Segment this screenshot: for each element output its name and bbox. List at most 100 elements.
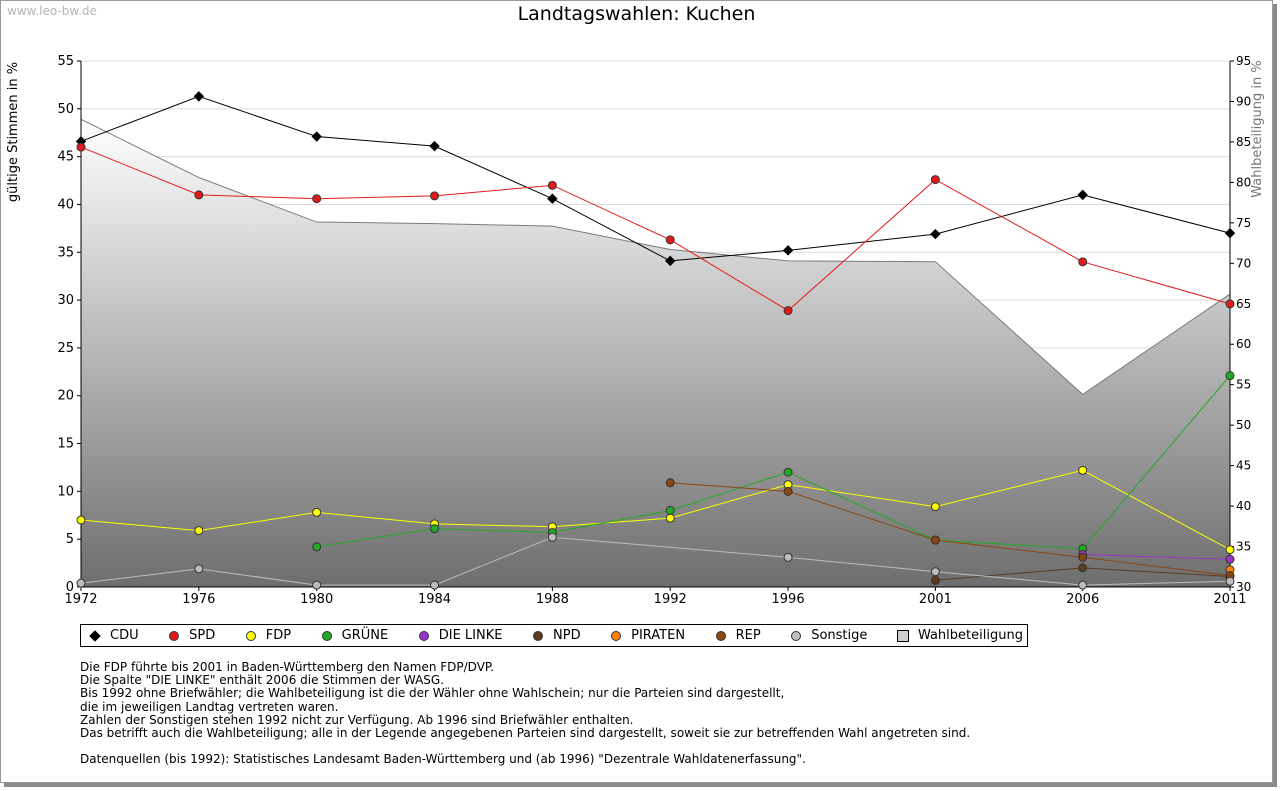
point-rep <box>783 486 793 496</box>
note-line: Die FDP führte bis 2001 in Baden-Württem… <box>80 660 495 674</box>
notes: Die FDP führte bis 2001 in Baden-Württem… <box>80 660 971 741</box>
legend-circle <box>611 630 622 641</box>
y-tick-label: 25 <box>57 341 74 356</box>
legend-marker <box>896 629 909 642</box>
point-spd <box>547 180 557 190</box>
point-sonstige <box>194 564 204 574</box>
y-tick-label: 20 <box>57 389 74 404</box>
point-sonstige <box>1078 580 1088 590</box>
legend-marker <box>715 630 726 641</box>
legend-label: Sonstige <box>811 628 868 643</box>
x-tick-label: 1980 <box>300 592 333 607</box>
point-sonstige <box>76 578 86 588</box>
x-tick-label: 2006 <box>1066 592 1099 607</box>
legend-label: PIRATEN <box>631 628 686 643</box>
point-cdu <box>429 140 440 152</box>
point-fdp <box>1078 465 1088 475</box>
note-line: Bis 1992 ohne Briefwähler; die Wahlbetei… <box>80 686 785 701</box>
y-right-tick-label: 60 <box>1236 337 1251 351</box>
legend-label: NPD <box>553 628 581 643</box>
legend-marker <box>791 630 802 641</box>
point-npd <box>930 575 940 585</box>
y-axis-right-title: Wahlbeteiligung in % <box>1250 60 1265 197</box>
y-right-tick-label: 75 <box>1236 216 1251 230</box>
legend-circle <box>418 630 429 641</box>
y-tick-label: 30 <box>57 293 74 308</box>
legend-item-wahlbeteiligung: Wahlbeteiligung <box>896 628 1023 643</box>
data-source-note: Datenquellen (bis 1992): Statistisches L… <box>80 752 806 766</box>
legend-item-die-linke: DIE LINKE <box>418 628 502 643</box>
turnout-line <box>80 118 1231 396</box>
point-fdp <box>194 526 204 536</box>
point-fdp <box>665 513 675 523</box>
point-spd <box>665 235 675 245</box>
point-fdp <box>312 507 322 517</box>
legend-item-piraten: PIRATEN <box>610 628 685 643</box>
legend-label: GRÜNE <box>341 628 389 643</box>
legend-marker <box>245 630 256 641</box>
note-line: Zahlen der Sonstigen stehen 1992 nicht z… <box>80 712 634 727</box>
point-cdu <box>665 255 676 267</box>
series-line-spd <box>80 146 1231 312</box>
y-right-tick-label: 65 <box>1236 297 1251 311</box>
series-line-cdu <box>80 95 1231 262</box>
legend-label: SPD <box>189 628 216 643</box>
legend-circle <box>791 630 802 641</box>
point-sonstige <box>783 552 793 562</box>
note-line: Die Spalte "DIE LINKE" enthält 2006 die … <box>80 673 445 688</box>
y-right-tick-label: 45 <box>1236 459 1251 473</box>
legend-marker <box>611 630 622 641</box>
point-rep <box>1078 552 1088 562</box>
legend-circle <box>245 630 256 641</box>
point-rep <box>665 478 675 488</box>
point-fdp <box>930 502 940 512</box>
turnout-area <box>81 119 1230 587</box>
y-right-tick-label: 70 <box>1236 256 1251 270</box>
y-right-tick-label: 35 <box>1236 540 1251 554</box>
point-cdu <box>1077 189 1088 201</box>
point-spd <box>76 142 86 152</box>
point-sonstige <box>547 532 557 542</box>
legend-item-rep: REP <box>715 628 761 643</box>
y-tick-label: 15 <box>57 437 74 452</box>
point-gr-ne <box>783 467 793 477</box>
point-cdu <box>547 193 558 204</box>
point-rep <box>930 535 940 545</box>
y-tick-label: 35 <box>57 245 74 260</box>
legend-label: Wahlbeteiligung <box>917 628 1023 643</box>
chart-title: Landtagswahlen: Kuchen <box>517 3 756 25</box>
y-right-tick-label: 90 <box>1236 94 1251 108</box>
point-sonstige <box>430 580 440 590</box>
legend-circle <box>715 630 726 641</box>
y-right-tick-label: 55 <box>1236 378 1251 392</box>
point-npd <box>1078 563 1088 573</box>
point-cdu <box>1224 227 1236 239</box>
series-line-gr-ne <box>316 375 1231 550</box>
point-fdp <box>1225 545 1235 555</box>
y-right-tick-label: 50 <box>1236 418 1251 432</box>
legend-label: CDU <box>110 628 139 643</box>
legend-circle <box>533 630 543 641</box>
legend-diamond <box>89 629 101 642</box>
series-line-fdp <box>80 469 1231 551</box>
chart-svg: 0 5 10 15 20 25 30 35 40 45 50 55 30 35 40 45 50 55 60 65 70… <box>6 54 1265 607</box>
legend-item-gr-ne: GRÜNE <box>321 628 389 643</box>
legend-marker <box>418 630 429 641</box>
legend-item-fdp: FDP <box>245 628 291 643</box>
y-right-tick-label: 80 <box>1236 175 1251 189</box>
x-tick-label: 1984 <box>418 592 451 607</box>
y-tick-label: 40 <box>57 197 74 212</box>
point-sonstige <box>312 580 322 590</box>
y-tick-label: 50 <box>57 102 74 117</box>
point-spd <box>430 191 440 201</box>
legend-square <box>896 629 909 642</box>
y-tick-label: 55 <box>57 54 74 69</box>
x-tick-label: 1992 <box>654 592 687 607</box>
y-axis-title: gültige Stimmen in % <box>6 62 21 202</box>
point-spd <box>1225 299 1235 309</box>
legend-marker <box>321 630 332 641</box>
note-line: Das betrifft auch die Wahlbeteiligung; a… <box>80 726 971 741</box>
point-spd <box>194 190 204 200</box>
y-right-tick-label: 95 <box>1236 54 1251 68</box>
x-tick-label: 1988 <box>536 592 569 607</box>
